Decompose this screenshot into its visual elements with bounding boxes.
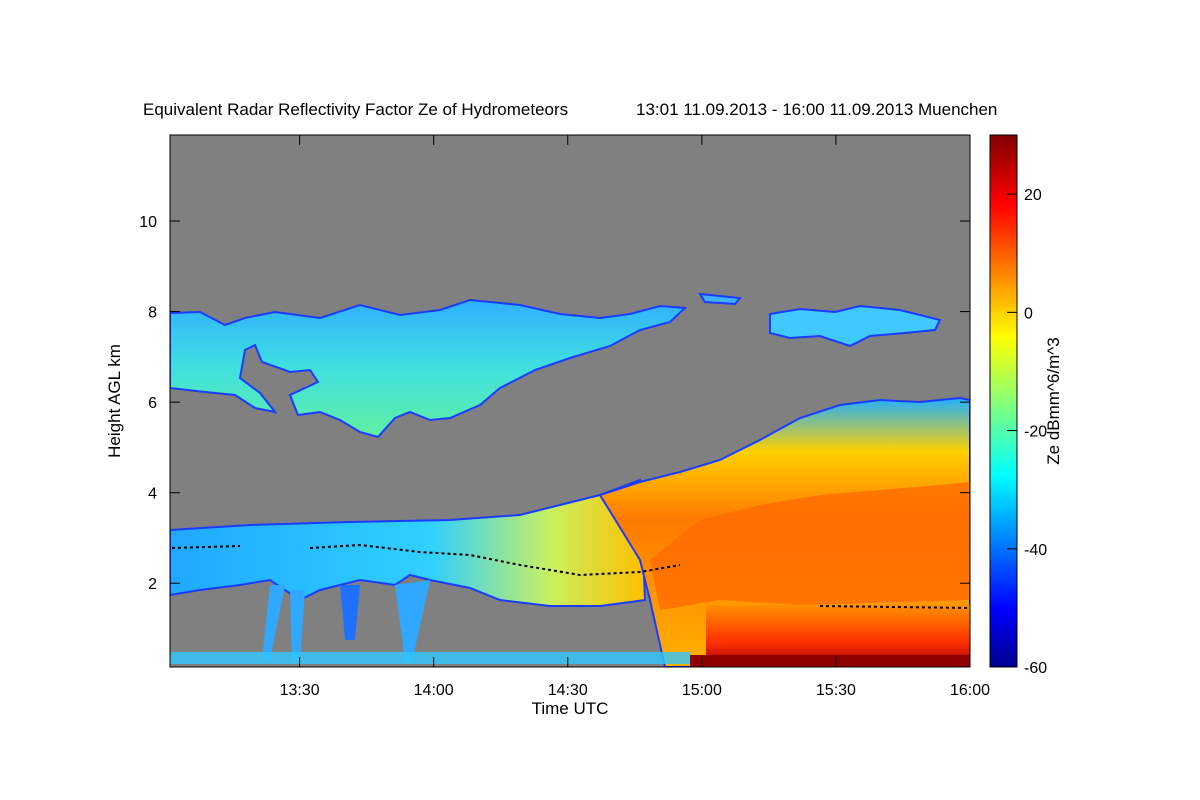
heatmap-region-lower-cloud — [170, 478, 647, 607]
heatmap-region-fall-streak-4 — [340, 585, 360, 640]
chart-subtitle: 13:01 11.09.2013 - 16:00 11.09.2013 Muen… — [636, 100, 997, 119]
colorbar-tick-label: 0 — [1024, 305, 1033, 322]
heatmap-region-upper-cloud-1 — [170, 298, 688, 439]
heatmap-region-upper-cloud-fragment — [698, 292, 742, 306]
colorbar-tick-label: -20 — [1024, 424, 1047, 441]
y-tick-label: 10 — [139, 214, 157, 231]
x-tick-label: 14:00 — [414, 682, 454, 699]
x-axis-label: Time UTC — [532, 699, 609, 718]
plot-frame — [169, 134, 971, 668]
y-tick-label: 4 — [148, 486, 157, 503]
colorbar — [989, 134, 1018, 668]
heatmap-regions — [170, 292, 970, 667]
y-axis-ticks: 2 4 6 8 10 — [139, 214, 970, 593]
y-tick-label: 2 — [148, 576, 157, 593]
x-tick-label: 16:00 — [950, 682, 990, 699]
colorbar-tick-label: 20 — [1024, 187, 1042, 204]
colorbar-ticks: -60 -40 -20 0 20 — [1007, 187, 1047, 677]
y-tick-label: 8 — [148, 305, 157, 322]
colorbar-tick-label: -40 — [1024, 542, 1047, 559]
x-axis-ticks: 13:30 14:00 14:30 15:00 15:30 16:00 — [280, 135, 990, 699]
x-tick-label: 15:30 — [816, 682, 856, 699]
colorbar-label: Ze dBmm^6/m^3 — [1044, 337, 1063, 464]
heatmap-region-fall-streak-3 — [395, 580, 430, 662]
heatmap-region-upper-cloud-2 — [769, 304, 942, 348]
heatmap-region-fall-streak-2 — [290, 590, 305, 662]
colorbar-tick-label: -60 — [1024, 660, 1047, 677]
x-tick-label: 13:30 — [280, 682, 320, 699]
melting-layer-trace — [171, 543, 970, 609]
heatmap-region-precip-core — [650, 482, 970, 610]
x-tick-label: 15:00 — [682, 682, 722, 699]
y-tick-label: 6 — [148, 395, 157, 412]
y-axis-label: Height AGL km — [105, 344, 124, 458]
chart-title: Equivalent Radar Reflectivity Factor Ze … — [143, 100, 568, 119]
heatmap-region-ground-clutter — [170, 652, 690, 664]
heatmap-region-fall-streak-1 — [262, 585, 285, 660]
heatmap-region-rain-base — [690, 655, 970, 667]
x-tick-label: 14:30 — [548, 682, 588, 699]
